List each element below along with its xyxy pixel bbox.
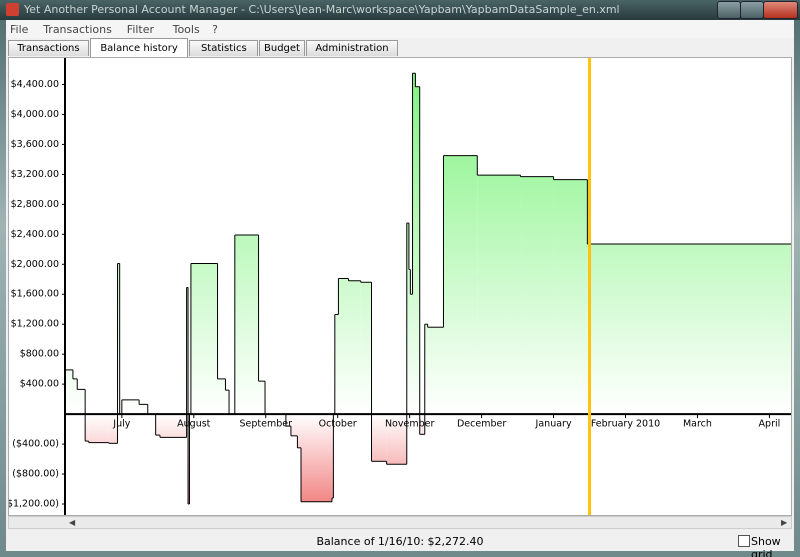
y-tick-label: $400.00 <box>20 379 59 390</box>
menu-item[interactable]: File <box>10 23 29 36</box>
y-tick-label: $3,600.00 <box>11 139 59 150</box>
balance-area <box>108 414 118 444</box>
balance-area <box>285 414 291 427</box>
balance-area <box>290 414 298 436</box>
tab[interactable]: Statistics <box>189 40 259 56</box>
balance-area <box>188 414 190 505</box>
horizontal-scrollbar[interactable]: ◀ ▶ <box>8 516 792 529</box>
balance-area <box>424 324 428 415</box>
app-icon <box>6 3 19 16</box>
x-tick-label: December <box>457 419 506 430</box>
balance-area <box>190 263 218 415</box>
menu-item[interactable]: Tools <box>172 23 200 36</box>
balance-area <box>415 86 420 415</box>
balance-area <box>406 223 409 415</box>
balance-area <box>331 414 334 499</box>
y-tick-label: $2,800.00 <box>11 199 59 210</box>
x-tick-label: November <box>385 419 435 430</box>
y-tick-label: $800.00 <box>20 349 59 360</box>
menu-item[interactable]: Filter <box>126 23 155 36</box>
chart-panel: ($1,200.00) ($800.00) ($400.00) $400.00 $800… <box>8 57 792 516</box>
balance-area <box>360 282 372 415</box>
balance-area <box>427 327 444 415</box>
scroll-right-arrow[interactable]: ▶ <box>781 518 788 527</box>
x-tick-label: July <box>112 419 130 430</box>
close-button[interactable] <box>763 1 798 19</box>
show-grid-label[interactable]: Show grid <box>751 535 781 557</box>
x-tick-label: September <box>239 419 292 430</box>
balance-area <box>410 294 413 415</box>
y-tick-label: $2,400.00 <box>11 229 59 240</box>
balance-area <box>553 179 588 415</box>
x-tick-label: February 2010 <box>591 419 660 430</box>
menu-bar: File Transactions Filter Tools? <box>6 20 794 38</box>
balance-area <box>520 176 554 415</box>
balance-area <box>477 175 521 415</box>
x-tick-label: August <box>177 419 211 430</box>
tab[interactable]: Balance history <box>89 38 189 57</box>
balance-area <box>412 73 416 415</box>
y-tick-label: $1,600.00 <box>11 289 59 300</box>
balance-area <box>297 414 302 448</box>
balance-area <box>85 414 89 442</box>
menu-item[interactable]: ? <box>212 23 218 36</box>
y-tick-label: $4,000.00 <box>11 109 59 120</box>
client-area: File Transactions Filter Tools? Transaction… <box>6 20 794 557</box>
balance-area <box>338 278 349 415</box>
title-bar: Yet Another Personal Account Manager - C… <box>0 0 800 20</box>
scroll-left-arrow[interactable]: ◀ <box>69 518 76 527</box>
y-tick-label: $2,000.00 <box>11 259 59 270</box>
balance-area <box>348 280 361 415</box>
balance-area <box>386 414 407 465</box>
y-tick-label: $4,400.00 <box>11 79 59 90</box>
balance-area <box>186 287 189 415</box>
balance-area <box>117 263 120 415</box>
y-tick-label: ($800.00) <box>12 469 59 480</box>
x-tick-label: April <box>759 419 781 430</box>
tab[interactable]: Transactions <box>8 40 89 56</box>
balance-area <box>139 404 148 415</box>
balance-area <box>334 314 339 415</box>
balance-area <box>419 414 425 435</box>
balance-area <box>155 414 160 436</box>
balance-area <box>234 235 259 415</box>
status-bar: Balance of 1/16/10: $2,272.40 Show grid <box>6 532 794 557</box>
tab[interactable]: Administration <box>305 40 399 56</box>
balance-area <box>587 244 791 415</box>
y-tick-label: $1,200.00 <box>11 319 59 330</box>
balance-area <box>225 390 230 415</box>
menu-item[interactable]: Transactions <box>43 23 112 36</box>
balance-area <box>443 155 478 415</box>
balance-area <box>217 378 226 415</box>
balance-area <box>88 414 109 443</box>
balance-area <box>77 389 86 415</box>
balance-chart: ($1,200.00) ($800.00) ($400.00) $400.00 $800… <box>9 58 791 515</box>
window-title: Yet Another Personal Account Manager - C… <box>24 3 620 16</box>
x-tick-label: October <box>319 419 357 430</box>
x-tick-label: January <box>535 419 572 430</box>
x-tick-label: March <box>683 419 712 430</box>
y-tick-label: ($1,200.00) <box>9 499 59 510</box>
balance-area <box>408 269 411 415</box>
balance-area <box>72 378 78 415</box>
balance-area <box>371 414 387 462</box>
y-tick-label: ($400.00) <box>12 439 59 450</box>
status-text: Balance of 1/16/10: $2,272.40 <box>316 535 484 548</box>
minimize-button[interactable] <box>717 1 741 19</box>
balance-area <box>301 414 332 502</box>
y-tick-label: $3,200.00 <box>11 169 59 180</box>
tab[interactable]: Budget <box>259 40 305 56</box>
balance-area <box>121 399 140 415</box>
balance-area <box>258 381 266 415</box>
maximize-button[interactable] <box>740 1 764 19</box>
balance-area <box>65 369 73 415</box>
balance-area <box>159 414 187 438</box>
show-grid-checkbox[interactable] <box>738 535 750 547</box>
